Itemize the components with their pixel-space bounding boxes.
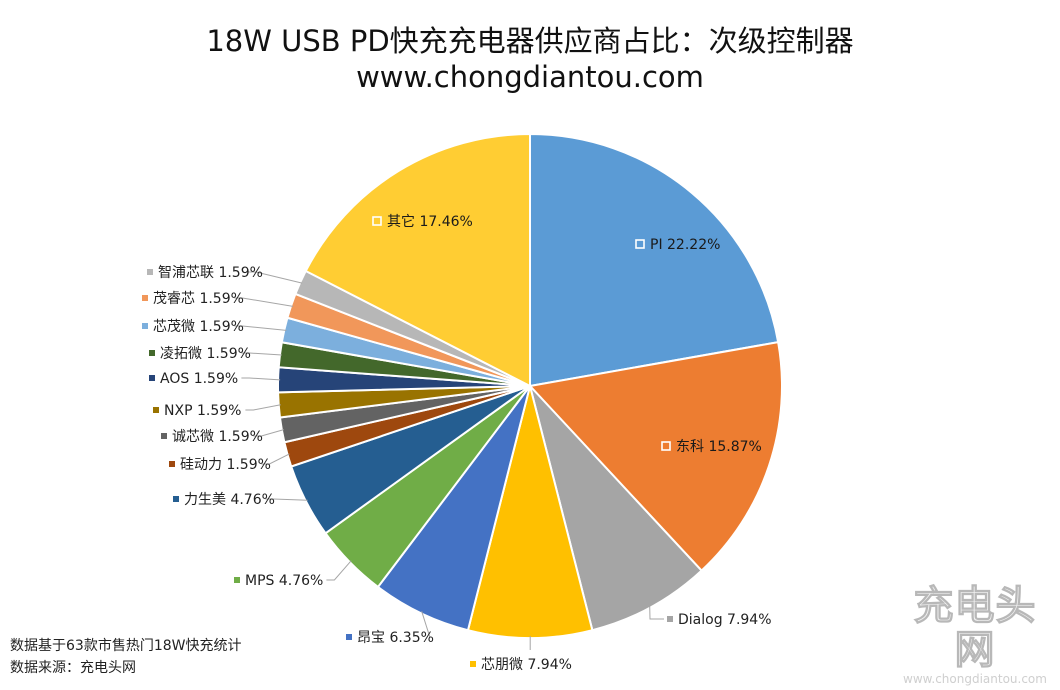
leader-line-9 [245, 404, 281, 411]
data-label-marker-13 [142, 295, 148, 301]
leader-line-5 [326, 560, 352, 581]
leader-line-10 [241, 377, 281, 381]
pie-slice-2 [529, 385, 703, 632]
leader-line-4 [421, 611, 431, 638]
leader-line-12 [234, 325, 287, 331]
data-label-marker-7 [169, 461, 175, 467]
data-label-9: NXP 1.59% [164, 403, 241, 419]
data-label-marker-12 [142, 323, 148, 329]
leader-line-14 [248, 271, 303, 284]
chart-subtitle: www.chongdiantou.com [356, 60, 704, 94]
chart-title: 18W USB PD快充充电器供应商占比：次级控制器 [206, 24, 854, 58]
footnote-basis: 数据基于63款市售热门18W快充统计 [10, 638, 242, 654]
data-label-marker-0 [635, 239, 645, 249]
data-label-6: 力生美 4.76% [184, 492, 275, 508]
leader-line-7 [261, 453, 290, 465]
data-label-11: 凌拓微 1.59% [160, 346, 251, 362]
pie-slice-15 [304, 132, 531, 388]
data-label-3: 芯朋微 7.94% [481, 657, 572, 673]
data-label-2: Dialog 7.94% [678, 612, 772, 628]
leader-line-2 [649, 605, 664, 620]
footnote-source: 数据来源：充电头网 [10, 660, 136, 676]
leader-line-11 [241, 352, 282, 356]
data-label-marker-5 [234, 577, 240, 583]
data-label-marker-3 [470, 661, 476, 667]
data-label-0: PI 22.22% [650, 237, 720, 253]
data-label-marker-14 [147, 269, 153, 275]
data-label-12: 芯茂微 1.59% [153, 318, 244, 335]
data-label-marker-6 [173, 496, 179, 502]
data-label-5: MPS 4.76% [245, 573, 323, 589]
data-label-marker-4 [346, 634, 352, 640]
data-label-14: 智浦芯联 1.59% [158, 265, 263, 281]
leader-line-6 [265, 498, 308, 501]
pie-slice-1 [528, 340, 783, 573]
brand-logo-mark: 充电头网 [913, 583, 1037, 673]
data-label-marker-8 [161, 433, 167, 439]
data-label-marker-9 [153, 407, 159, 413]
data-label-15: 其它 17.46% [387, 213, 473, 230]
pie-slice-0 [529, 132, 780, 388]
data-label-marker-10 [149, 375, 155, 381]
leader-line-8 [253, 429, 284, 437]
data-label-marker-15 [372, 216, 382, 226]
data-label-10: AOS 1.59% [160, 371, 238, 387]
data-label-4: 昂宝 6.35% [357, 630, 434, 646]
brand-logo: 充电头网 www.chongdiantou.com [900, 583, 1050, 687]
data-label-marker-11 [149, 350, 155, 356]
data-label-1: 东科 15.87% [676, 439, 762, 455]
data-label-13: 茂睿芯 1.59% [153, 290, 244, 307]
data-label-marker-1 [661, 441, 671, 451]
leader-line-13 [234, 297, 294, 307]
brand-logo-url: www.chongdiantou.com [903, 672, 1047, 686]
data-label-7: 硅动力 1.59% [180, 457, 271, 473]
data-label-8: 诚芯微 1.59% [172, 429, 263, 445]
data-label-marker-2 [667, 616, 673, 622]
